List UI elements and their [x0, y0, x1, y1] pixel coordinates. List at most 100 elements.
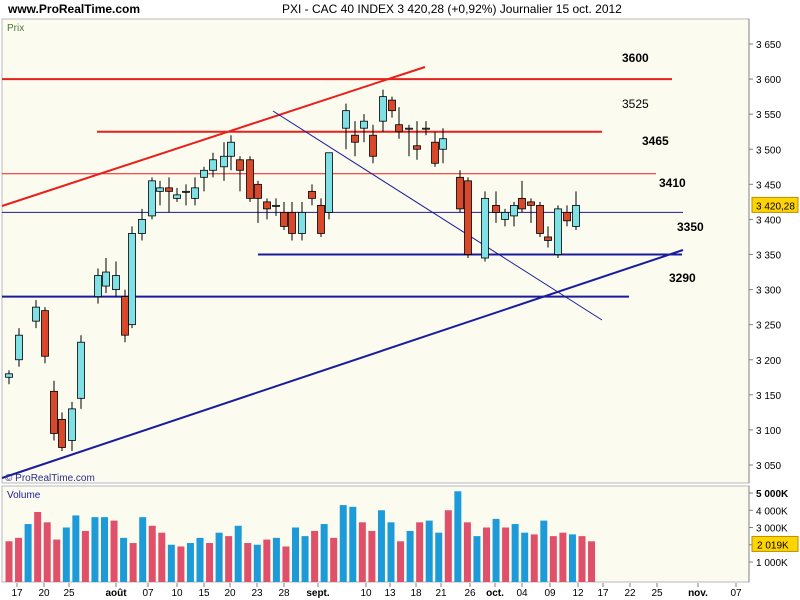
x-tick-label: 09: [544, 588, 556, 599]
volume-panel-label: Volume: [7, 490, 41, 501]
volume-bar: [444, 510, 452, 582]
last-price-badge: [751, 196, 799, 213]
x-tick-label: 25: [651, 588, 663, 599]
volume-bar: [588, 541, 596, 582]
candle-down: [351, 134, 359, 143]
candle-up: [156, 187, 164, 192]
volume-bar: [568, 534, 576, 582]
candle-down: [464, 180, 472, 255]
volume-bar: [368, 530, 376, 582]
volume-bar: [206, 543, 214, 582]
candle-down: [536, 204, 544, 234]
candle-up: [360, 120, 368, 129]
x-tick-label: août: [105, 588, 127, 599]
volume-bar: [234, 525, 242, 582]
candle-down: [388, 99, 396, 112]
watermark: © ProRealTime.com: [5, 473, 95, 484]
x-tick-label: 23: [251, 588, 263, 599]
volume-axis-area: [749, 486, 800, 582]
x-tick-label: oct.: [486, 588, 504, 599]
volume-bar: [397, 541, 405, 582]
volume-bar: [244, 543, 252, 582]
price-tick-label: 3 550: [756, 110, 781, 121]
volume-bar: [177, 546, 185, 582]
volume-bar: [339, 505, 347, 582]
volume-bar: [215, 532, 223, 582]
resistance-trendline: [1, 66, 426, 207]
candle-up: [405, 127, 413, 130]
volume-bar: [483, 527, 490, 582]
x-tick-label: 07: [142, 588, 154, 599]
candle-down: [41, 310, 49, 357]
volume-bar: [110, 520, 118, 582]
volume-bar: [81, 530, 89, 582]
last-volume-label: 2 019K: [757, 540, 789, 551]
volume-bar: [148, 525, 156, 582]
candle-up: [68, 408, 76, 441]
price-tick-label: 3 500: [756, 145, 781, 156]
candle-up: [342, 110, 350, 129]
candle-up: [481, 197, 489, 259]
volume-bar: [129, 543, 137, 582]
site-label: www.ProRealTime.com: [8, 2, 141, 16]
volume-bar: [387, 522, 395, 582]
x-tick-label: 13: [384, 588, 396, 599]
candle-up: [422, 127, 430, 130]
candle-up: [200, 169, 208, 178]
candle-down: [456, 176, 464, 210]
candle-down: [50, 390, 58, 434]
price-tick-label: 3 250: [756, 321, 781, 332]
candle-up: [191, 187, 199, 199]
volume-bar: [158, 532, 166, 582]
volume-bar: [578, 536, 586, 582]
volume-bar: [502, 527, 510, 582]
x-tick-label: 15: [198, 588, 210, 599]
candle-down: [308, 190, 316, 199]
candle-down: [236, 159, 244, 171]
volume-bar: [511, 524, 519, 582]
candle-up: [325, 152, 333, 213]
candle-up: [220, 155, 228, 168]
volume-tick-label: 3 000K: [756, 524, 788, 535]
volume-bar: [311, 530, 319, 582]
volume-bar: [301, 536, 309, 582]
candle-up: [94, 275, 102, 297]
last-volume-badge: [751, 535, 799, 552]
level-label-3290: 3290: [669, 271, 696, 285]
volume-bar: [101, 517, 108, 582]
falling-trendline: [272, 110, 603, 321]
volume-bar: [416, 522, 424, 582]
volume-bar: [34, 511, 42, 582]
volume-bar: [120, 537, 128, 582]
x-tick-label: 25: [63, 588, 75, 599]
volume-bar: [263, 539, 271, 582]
volume-bar: [253, 544, 261, 582]
volume-bar: [530, 534, 538, 582]
price-tick-label: 3 650: [756, 40, 781, 51]
volume-bar: [282, 546, 290, 582]
candle-down: [317, 204, 325, 234]
volume-bar: [549, 536, 557, 582]
candle-down: [121, 296, 129, 336]
candle-up: [5, 373, 13, 378]
candle-down: [165, 187, 173, 192]
level-label-3600: 3600: [622, 51, 649, 65]
price-tick-label: 3 300: [756, 286, 781, 297]
volume-bar: [358, 522, 366, 582]
candle-up: [138, 219, 146, 234]
candle-up: [148, 180, 156, 217]
candle-down: [563, 211, 571, 222]
x-tick-label: sept.: [306, 588, 330, 599]
volume-bar: [167, 544, 175, 582]
volume-tick-label: 5 000K: [756, 489, 789, 500]
volume-bar: [521, 532, 529, 582]
candle-up: [298, 211, 306, 234]
candle-up: [102, 271, 110, 287]
price-tick-label: 3 050: [756, 461, 781, 472]
candle-up: [510, 204, 518, 217]
volume-bar: [492, 518, 500, 582]
candle-down: [288, 211, 296, 234]
volume-bar: [559, 532, 567, 582]
price-panel-label: Prix: [7, 23, 24, 34]
price-tick-label: 3 200: [756, 356, 781, 367]
